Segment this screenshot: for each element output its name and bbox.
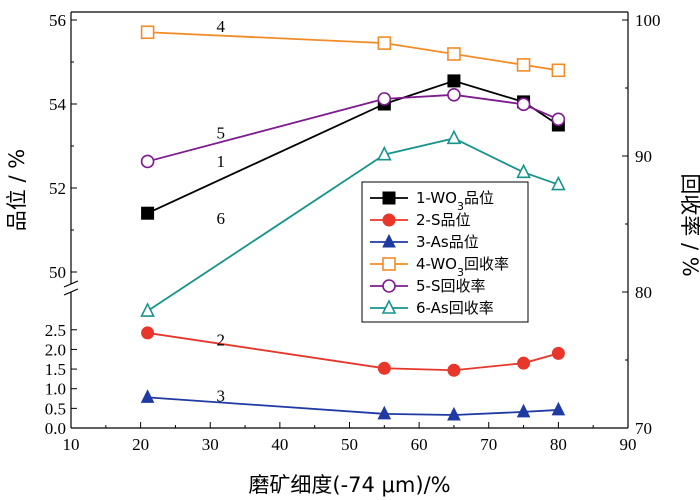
x-axis-title: 磨矿细度(-74 μm)/% — [248, 473, 450, 497]
series-line — [147, 31, 559, 72]
x-tick-label: 80 — [550, 435, 567, 454]
y-left-tick-label: 50 — [49, 263, 66, 282]
y-left-tick-label: 54 — [49, 95, 67, 114]
data-point — [377, 36, 392, 50]
legend-marker — [382, 257, 396, 271]
data-point — [551, 63, 566, 78]
data-point — [551, 401, 566, 416]
legend-label: 6-As回收率 — [416, 299, 494, 317]
series-annotation: 3 — [216, 387, 225, 406]
legend-marker — [382, 279, 396, 293]
legend-label: 4-WO3回收率 — [416, 255, 509, 279]
data-point — [377, 361, 391, 375]
legend-label: 3-As品位 — [416, 233, 479, 251]
series-annotation: 6 — [216, 209, 225, 228]
y-right-tick-label: 80 — [635, 283, 652, 302]
x-tick-label: 30 — [202, 435, 219, 454]
data-point — [516, 58, 531, 72]
axis-break-mark — [63, 288, 79, 296]
series-line — [147, 93, 559, 163]
legend-label: 5-S回收率 — [416, 277, 485, 295]
y-left-tick-label: 52 — [49, 179, 66, 198]
legend-item: 4-WO3回收率 — [370, 255, 509, 279]
data-point — [447, 74, 461, 88]
y-left-axis-title: 品位 / % — [5, 149, 29, 231]
y-right-tick-label: 90 — [635, 147, 652, 166]
x-tick-label: 40 — [271, 435, 288, 454]
data-point — [551, 346, 565, 360]
legend-item: 5-S回收率 — [370, 277, 485, 295]
data-point — [377, 145, 392, 161]
data-point — [377, 405, 392, 420]
series-layer — [140, 25, 566, 421]
series-line — [147, 396, 559, 416]
x-tick-label: 60 — [411, 435, 428, 454]
legend-item: 2-S品位 — [370, 211, 470, 229]
series-4 — [140, 25, 566, 78]
axis-break-mark — [63, 280, 79, 288]
series-5 — [140, 88, 566, 169]
series-2 — [141, 326, 565, 377]
legend-marker — [382, 191, 396, 205]
data-point — [447, 47, 461, 61]
data-point — [447, 88, 461, 102]
data-point — [140, 25, 155, 40]
x-tick-label: 90 — [620, 435, 637, 454]
data-point — [516, 403, 531, 418]
y-right-tick-label: 70 — [635, 419, 652, 438]
legend-item: 1-WO3品位 — [370, 189, 494, 213]
data-point — [551, 175, 566, 191]
x-tick-label: 50 — [341, 435, 358, 454]
y-left-lower-tick-label: 1.5 — [45, 360, 66, 379]
y-left-lower-tick-label: 1.0 — [45, 380, 66, 399]
data-point — [140, 389, 155, 403]
series-annotation: 5 — [216, 123, 225, 142]
y-left-lower-tick-label: 0.5 — [45, 399, 66, 418]
legend-label: 1-WO3品位 — [416, 189, 494, 213]
data-point — [377, 92, 392, 106]
legend-marker — [382, 233, 396, 248]
y-right-tick-label: 100 — [635, 11, 661, 30]
axes: 10 20 30 40 50 60 70 80 90505254560.00.51.01.52.… — [5, 11, 700, 497]
data-point — [516, 97, 531, 112]
y-left-lower-tick-label: 2.5 — [45, 321, 66, 340]
series-annotation: 4 — [216, 17, 225, 36]
x-tick-label: 70 — [480, 435, 497, 454]
y-left-tick-label: 56 — [49, 11, 66, 30]
legend-box — [361, 181, 529, 323]
data-point — [141, 326, 155, 340]
annotation-layer: 1 2 3 4 5 6 — [216, 17, 225, 405]
x-tick-label: 10 — [63, 435, 80, 454]
legend-marker — [381, 299, 397, 314]
data-point — [140, 154, 155, 169]
x-tick-label: 20 — [132, 435, 149, 454]
data-point — [517, 356, 531, 370]
legend-item: 3-As品位 — [370, 233, 479, 251]
legend-item: 6-As回收率 — [370, 299, 494, 317]
series-6 — [140, 129, 566, 317]
data-point — [446, 129, 462, 145]
series-annotation: 1 — [216, 152, 225, 171]
data-point — [447, 406, 461, 421]
y-left-lower-tick-label: 2.0 — [45, 340, 66, 359]
data-point — [141, 206, 155, 220]
series-line — [147, 332, 559, 372]
y-right-axis-title: 回收率 / % — [678, 173, 700, 276]
series-annotation: 2 — [216, 331, 225, 350]
data-point — [516, 163, 531, 179]
data-point — [447, 363, 461, 377]
series-3 — [140, 389, 566, 421]
legend-marker — [382, 213, 396, 227]
y-left-lower-tick-label: 0.0 — [45, 419, 66, 438]
data-point — [551, 112, 566, 127]
data-point — [140, 302, 155, 317]
legend-label: 2-S品位 — [416, 211, 470, 229]
